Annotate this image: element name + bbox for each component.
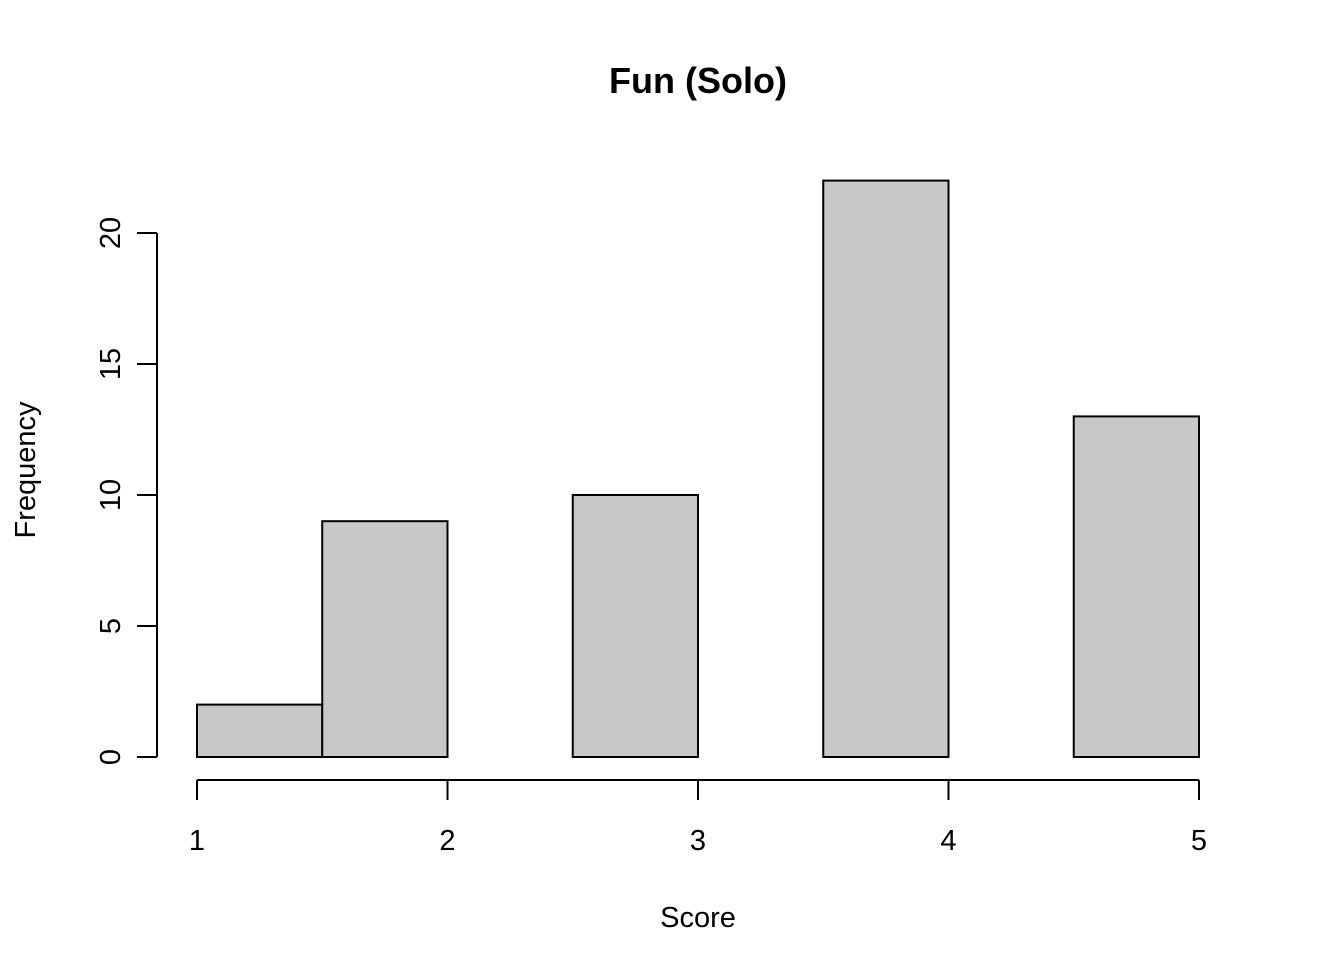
y-tick-label: 5: [95, 618, 127, 634]
x-axis-label: Score: [660, 902, 736, 934]
y-tick-label: 20: [95, 217, 127, 249]
histogram-bar-5: [822, 179, 950, 759]
y-tick-label: 15: [95, 348, 127, 380]
histogram-bar-1: [321, 520, 449, 759]
x-tick-label: 1: [189, 825, 205, 857]
y-axis-label: Frequency: [10, 401, 42, 539]
y-tick-label: 0: [95, 749, 127, 765]
histogram-bar-7: [1072, 415, 1200, 758]
x-tick-label: 5: [1191, 825, 1207, 857]
y-tick-label: 10: [95, 479, 127, 511]
chart-title: Fun (Solo): [609, 60, 787, 101]
histogram-bar-3: [571, 494, 699, 758]
y-axis: 0 5 10 15 20: [95, 217, 158, 765]
x-tick-label: 3: [690, 825, 706, 857]
histogram-bar-0: [196, 703, 324, 758]
x-tick-label: 2: [439, 825, 455, 857]
x-axis: 1 2 3 4 5: [189, 779, 1207, 857]
x-tick-label: 4: [940, 825, 956, 857]
bars-group: [196, 179, 1200, 759]
